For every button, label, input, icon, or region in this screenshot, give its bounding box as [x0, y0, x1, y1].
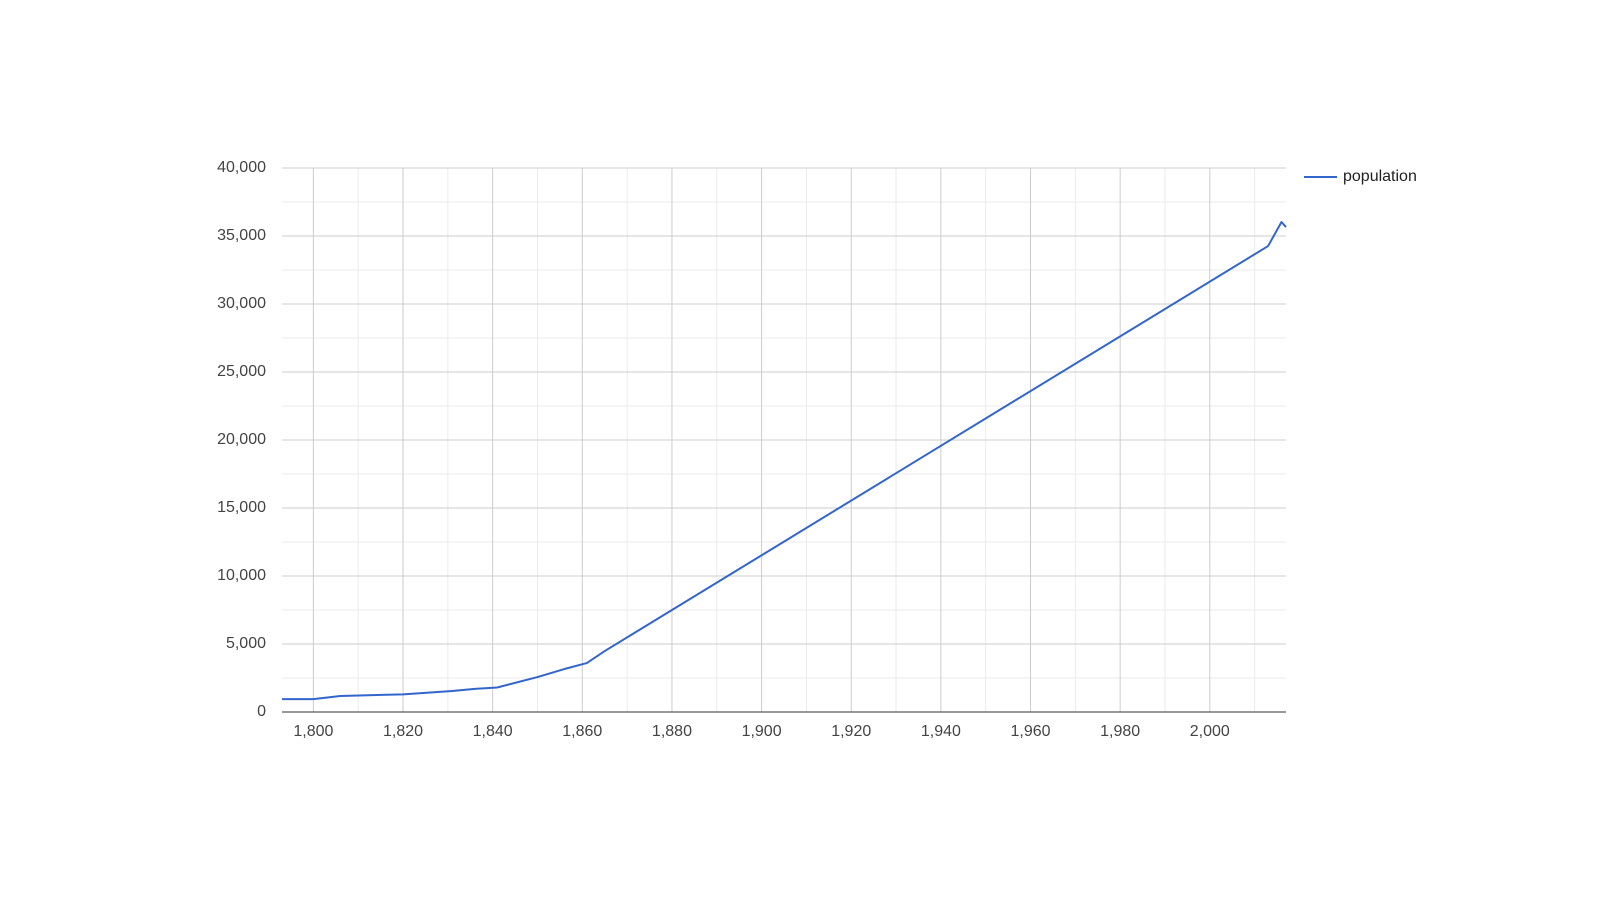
x-tick-label: 1,880: [652, 723, 692, 740]
x-tick-label: 1,960: [1010, 723, 1050, 740]
y-tick-label: 35,000: [217, 227, 266, 244]
x-tick-label: 1,820: [383, 723, 423, 740]
x-tick-label: 1,800: [293, 723, 333, 740]
x-tick-label: 1,980: [1100, 723, 1140, 740]
y-tick-label: 15,000: [217, 499, 266, 516]
x-tick-label: 1,840: [473, 723, 513, 740]
y-tick-label: 30,000: [217, 295, 266, 312]
y-tick-label: 20,000: [217, 431, 266, 448]
y-tick-label: 5,000: [226, 635, 266, 652]
x-tick-label: 1,920: [831, 723, 871, 740]
y-tick-label: 25,000: [217, 363, 266, 380]
y-tick-label: 10,000: [217, 567, 266, 584]
x-tick-label: 1,900: [742, 723, 782, 740]
legend-label: population: [1343, 168, 1417, 185]
x-tick-label: 1,860: [562, 723, 602, 740]
x-tick-label: 2,000: [1190, 723, 1230, 740]
y-tick-label: 40,000: [217, 159, 266, 176]
x-tick-label: 1,940: [921, 723, 961, 740]
line-series: [282, 220, 1287, 701]
major-grid: [282, 167, 1286, 712]
y-tick-label: 0: [257, 703, 266, 720]
